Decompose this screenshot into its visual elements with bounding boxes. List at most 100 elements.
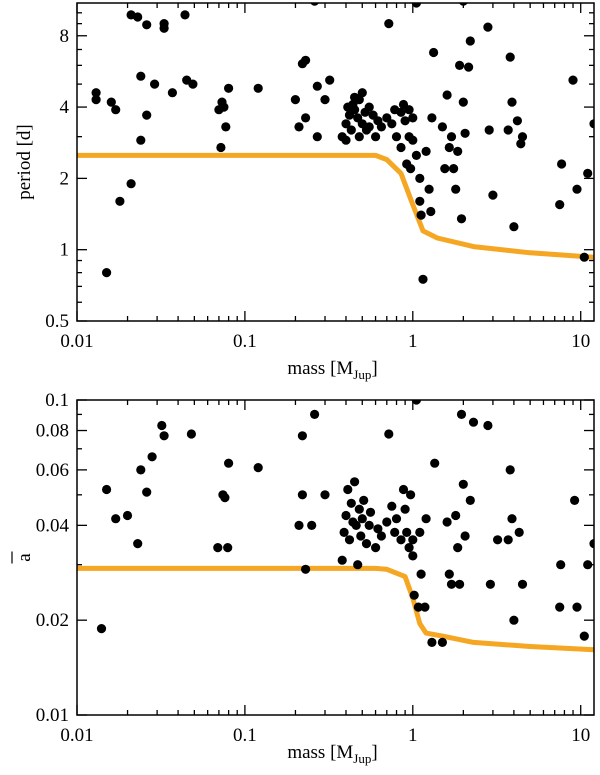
data-point: [376, 531, 386, 541]
data-point: [570, 495, 580, 505]
data-point: [427, 113, 437, 123]
data-point: [517, 579, 528, 589]
data-point: [157, 420, 167, 431]
data-point: [361, 539, 372, 549]
data-point: [507, 97, 517, 107]
data-point: [483, 420, 493, 431]
data-point: [343, 484, 353, 495]
data-point: [505, 52, 515, 62]
data-point: [579, 252, 589, 262]
y-tick-label: 0.5: [45, 311, 69, 332]
data-point: [556, 560, 566, 570]
y-tick-label: 4: [60, 97, 70, 118]
data-point: [307, 520, 317, 531]
data-point: [408, 535, 418, 545]
data-point: [411, 150, 421, 160]
data-point: [354, 132, 364, 142]
x-tick-label: 0.1: [233, 331, 257, 352]
x-tick-label: 0.01: [60, 725, 93, 746]
data-point: [579, 631, 589, 641]
data-point: [421, 514, 431, 524]
data-point: [356, 531, 366, 541]
data-point: [468, 417, 479, 427]
data-point: [415, 196, 425, 206]
data-point: [484, 125, 494, 135]
data-point: [572, 602, 582, 612]
x-axis-label-sub: Jup: [353, 751, 371, 766]
data-point: [396, 107, 406, 117]
data-point: [583, 168, 593, 178]
data-point: [102, 268, 112, 278]
data-point: [406, 164, 416, 174]
x-axis-label-close: ]: [371, 358, 377, 379]
x-tick-label: 10: [571, 331, 590, 352]
data-point: [111, 514, 121, 524]
y-tick-label: 0.01: [36, 705, 69, 726]
x-tick-label: 0.1: [233, 725, 257, 746]
data-point: [133, 12, 143, 22]
y-tick-label: 0.02: [36, 610, 69, 631]
data-point: [325, 75, 335, 85]
data-point: [444, 142, 454, 153]
data-point: [351, 520, 361, 531]
data-point: [421, 146, 431, 156]
data-point: [415, 173, 425, 183]
data-point: [357, 88, 367, 98]
x-tick-label: 0.01: [60, 331, 93, 352]
data-point: [320, 95, 330, 105]
data-point: [516, 139, 526, 149]
data-point: [167, 88, 177, 98]
x-axis-label: mass [MJup]: [287, 358, 377, 382]
data-point: [294, 520, 304, 531]
x-axis-label-main: mass [M: [287, 742, 353, 763]
y-tick-label: 8: [60, 26, 70, 47]
data-point: [396, 535, 406, 545]
data-point: [122, 510, 133, 521]
data-point: [416, 210, 426, 220]
data-point: [512, 116, 523, 126]
data-point: [517, 132, 528, 142]
data-point: [359, 495, 369, 505]
data-point: [297, 490, 307, 500]
data-point: [213, 543, 223, 553]
data-point: [373, 524, 383, 534]
data-point: [488, 190, 498, 200]
data-point: [142, 110, 152, 120]
data-point: [221, 122, 231, 132]
data-point: [429, 47, 439, 58]
data-point: [188, 79, 198, 89]
data-point: [455, 60, 465, 70]
data-point: [464, 62, 474, 72]
data-point: [364, 520, 374, 531]
data-point: [341, 119, 351, 129]
threshold-curve: [77, 565, 594, 653]
data-point: [387, 501, 397, 511]
data-point: [150, 79, 160, 89]
data-point: [415, 527, 425, 538]
data-point: [111, 105, 121, 115]
data-point: [424, 184, 434, 194]
data-point: [91, 95, 101, 105]
data-point: [413, 602, 423, 612]
data-point: [453, 543, 463, 553]
data-point: [406, 490, 416, 500]
data-point: [465, 36, 475, 46]
data-point: [509, 615, 519, 625]
data-point: [416, 569, 426, 579]
data-point: [408, 113, 418, 123]
data-point: [398, 484, 409, 495]
data-point: [365, 507, 376, 517]
plot-frame: [76, 399, 595, 716]
y-tick-label: 0.08: [36, 421, 69, 442]
data-point: [341, 135, 351, 145]
data-point: [136, 71, 146, 81]
data-point: [396, 142, 406, 153]
data-point: [253, 83, 263, 93]
x-tick-label: 1: [408, 725, 418, 746]
data-point: [456, 409, 467, 419]
data-point: [390, 527, 400, 538]
data-point: [555, 602, 565, 612]
data-point: [354, 504, 364, 514]
data-point: [456, 214, 467, 224]
y-tick-label: 2: [60, 168, 70, 189]
